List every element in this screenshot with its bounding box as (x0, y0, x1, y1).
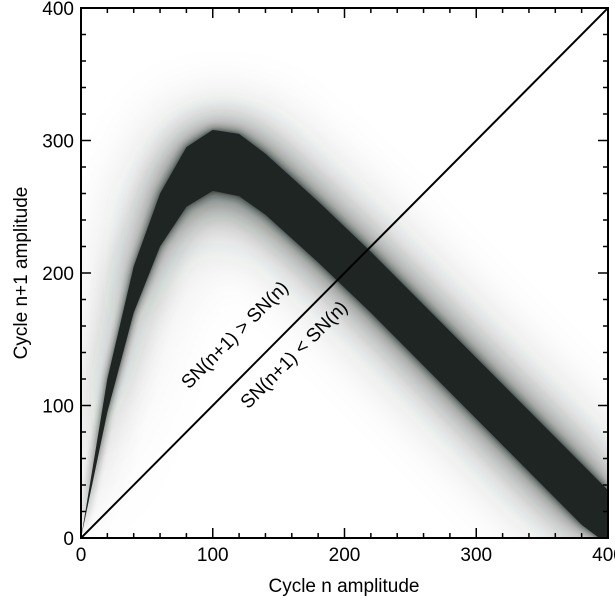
x-tick-label: 300 (460, 545, 492, 566)
axis-ticks: 0 100 200 300 400 0 100 200 300 400 (42, 0, 615, 566)
x-axis-title: Cycle n amplitude (268, 576, 419, 597)
y-axis-title: Cycle n+1 amplitude (11, 187, 32, 360)
y-tick-label: 0 (63, 529, 74, 550)
diagonal-line (81, 8, 608, 538)
density-layer (81, 8, 608, 538)
x-tick-label: 0 (76, 545, 87, 566)
x-tick-label: 200 (329, 545, 361, 566)
y-tick-label: 200 (42, 264, 74, 285)
y-tick-label: 300 (42, 132, 74, 153)
x-tick-label: 100 (197, 545, 229, 566)
y-tick-label: 400 (42, 0, 74, 20)
y-tick-label: 100 (42, 397, 74, 418)
density-ridge-core (81, 129, 608, 538)
x-tick-label: 400 (592, 545, 615, 566)
